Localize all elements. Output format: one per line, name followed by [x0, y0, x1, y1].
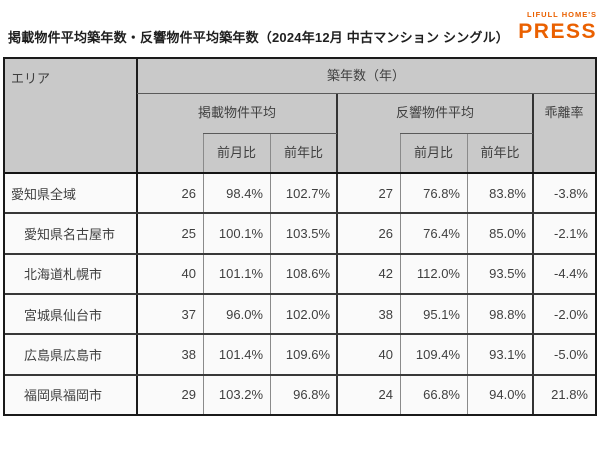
table-header-background: [5, 59, 595, 174]
cell-listed-yoy: 108.6%: [285, 266, 330, 282]
logo-text-press: PRESS: [518, 19, 597, 43]
cell-deviation: -4.4%: [554, 266, 588, 282]
cell-listed-yoy: 103.5%: [285, 225, 330, 241]
header-age-group: 築年数（年）: [326, 68, 405, 83]
table-row: 愛知県名古屋市 25 100.1% 103.5% 26 76.4% 85.0% …: [5, 212, 595, 252]
grid-line: [137, 93, 595, 94]
cell-resp-yoy: 98.8%: [489, 306, 526, 322]
cell-listed-mom: 101.1%: [218, 266, 263, 282]
cell-resp-yoy: 93.5%: [489, 266, 526, 282]
cell-resp-avg: 42: [378, 266, 393, 282]
cell-listed-avg: 37: [181, 306, 196, 322]
table-row: 愛知県全域 26 98.4% 102.7% 27 76.8% 83.8% -3.…: [5, 174, 595, 212]
cell-listed-avg: 38: [181, 346, 196, 362]
cell-area: 愛知県名古屋市: [24, 226, 116, 242]
cell-area: 愛知県全域: [11, 186, 77, 202]
cell-resp-yoy: 83.8%: [489, 185, 526, 201]
cell-listed-yoy: 96.8%: [293, 387, 330, 403]
cell-listed-mom: 100.1%: [218, 225, 263, 241]
header-response-mom: 前月比: [413, 145, 453, 160]
header-listed-yoy: 前年比: [283, 145, 323, 160]
cell-resp-avg: 40: [378, 346, 393, 362]
lifull-homes-press-logo: LIFULL HOME'S PRESS: [507, 11, 597, 42]
cell-resp-yoy: 94.0%: [489, 387, 526, 403]
grid-line: [203, 133, 204, 414]
stats-table: エリア 築年数（年） 掲載物件平均 反響物件平均 乖離率 前月比 前年比 前月比…: [3, 57, 597, 416]
cell-resp-yoy: 93.1%: [489, 346, 526, 362]
cell-listed-mom: 103.2%: [218, 387, 263, 403]
cell-listed-avg: 25: [181, 225, 196, 241]
header-deviation: 乖離率: [544, 105, 584, 120]
header-listed-mom: 前月比: [216, 145, 256, 160]
cell-deviation: -5.0%: [554, 346, 588, 362]
grid-line: [270, 133, 271, 414]
cell-listed-mom: 101.4%: [218, 346, 263, 362]
cell-area: 広島県広島市: [24, 347, 103, 363]
grid-line: [136, 59, 138, 414]
cell-listed-yoy: 102.0%: [285, 306, 330, 322]
cell-deviation: -2.1%: [554, 225, 588, 241]
cell-resp-mom: 95.1%: [423, 306, 460, 322]
table-row: 北海道札幌市 40 101.1% 108.6% 42 112.0% 93.5% …: [5, 252, 595, 293]
cell-deviation: -2.0%: [554, 306, 588, 322]
cell-listed-avg: 26: [181, 185, 196, 201]
cell-area: 北海道札幌市: [24, 267, 103, 283]
header-listed-group: 掲載物件平均: [197, 105, 276, 120]
header-response-yoy: 前年比: [480, 145, 520, 160]
cell-deviation: 21.8%: [551, 387, 588, 403]
grid-line: [467, 133, 468, 414]
header-response-group: 反響物件平均: [395, 105, 474, 120]
cell-resp-mom: 66.8%: [423, 387, 460, 403]
header-area: エリア: [11, 71, 51, 86]
cell-resp-mom: 76.8%: [423, 185, 460, 201]
cell-area: 宮城県仙台市: [24, 307, 103, 323]
cell-listed-mom: 98.4%: [226, 185, 263, 201]
cell-area: 福岡県福岡市: [24, 388, 103, 404]
figure-title: 掲載物件平均築年数・反響物件平均築年数（2024年12月 中古マンション シング…: [8, 30, 510, 45]
grid-line: [5, 172, 595, 174]
cell-listed-avg: 29: [181, 387, 196, 403]
grid-line: [203, 133, 337, 134]
table-row: 福岡県福岡市 29 103.2% 96.8% 24 66.8% 94.0% 21…: [5, 373, 595, 414]
cell-resp-mom: 76.4%: [423, 225, 460, 241]
cell-listed-mom: 96.0%: [226, 306, 263, 322]
cell-listed-avg: 40: [181, 266, 196, 282]
cell-resp-yoy: 85.0%: [489, 225, 526, 241]
cell-resp-avg: 26: [378, 225, 393, 241]
cell-resp-avg: 38: [378, 306, 393, 322]
cell-resp-avg: 27: [378, 185, 393, 201]
logo-text-lifull-homes: LIFULL HOME'S: [526, 10, 597, 19]
table-row: 宮城県仙台市 37 96.0% 102.0% 38 95.1% 98.8% -2…: [5, 292, 595, 333]
cell-listed-yoy: 109.6%: [285, 346, 330, 362]
cell-deviation: -3.8%: [554, 185, 588, 201]
grid-line: [400, 133, 533, 134]
cell-resp-avg: 24: [378, 387, 393, 403]
cell-resp-mom: 112.0%: [416, 266, 460, 282]
cell-listed-yoy: 102.7%: [285, 185, 330, 201]
grid-line: [400, 133, 401, 414]
table-body: 愛知県全域 26 98.4% 102.7% 27 76.8% 83.8% -3.…: [5, 174, 595, 414]
table-row: 広島県広島市 38 101.4% 109.6% 40 109.4% 93.1% …: [5, 333, 595, 373]
cell-resp-mom: 109.4%: [415, 346, 460, 362]
